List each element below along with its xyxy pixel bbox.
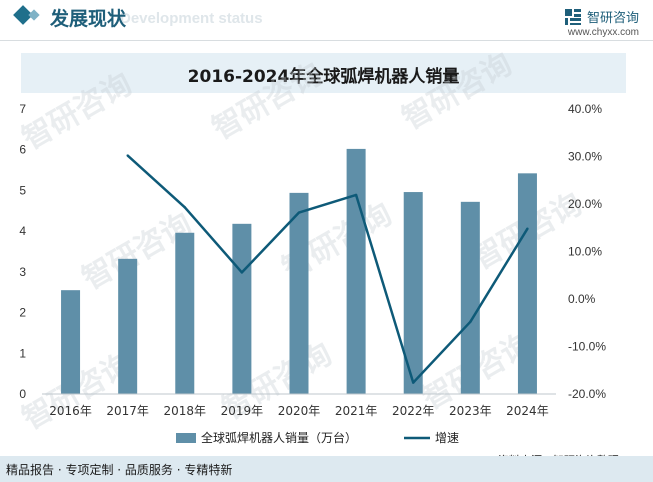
x-tick-label: 2017年 [106, 404, 149, 418]
watermark-text: 智研咨询 [207, 57, 328, 147]
right-tick-label: -20.0% [568, 387, 606, 401]
line-point [297, 211, 301, 214]
legend-bar-swatch [176, 433, 196, 443]
right-tick-label: 20.0% [568, 197, 602, 211]
right-tick-label: 30.0% [568, 150, 602, 164]
left-tick-label: 3 [19, 265, 26, 279]
line-point [354, 193, 358, 197]
section-title: 发展现状 [50, 8, 127, 30]
section-subtitle: Development status [120, 10, 263, 27]
watermark-text: 智研咨询 [17, 67, 138, 157]
bar [346, 148, 366, 394]
x-tick-label: 2021年 [335, 404, 378, 418]
bar [289, 192, 309, 394]
bar-series [61, 148, 537, 394]
bar [232, 223, 252, 394]
left-tick-label: 4 [19, 224, 26, 238]
header-divider [0, 40, 653, 41]
bar [403, 192, 423, 394]
left-tick-label: 0 [19, 387, 26, 401]
chart-title-bar: 2016-2024年全球弧焊机器人销量 [21, 53, 626, 93]
bar [61, 290, 81, 394]
left-tick-label: 7 [19, 102, 26, 116]
brand-logo-icon [564, 8, 581, 25]
page-footer: 精品报告 · 专项定制 · 品质服务 · 专精特新 [0, 456, 653, 482]
brand: 智研咨询 www.chyxx.com [564, 6, 639, 38]
legend-bar-label: 全球弧焊机器人销量（万台） [201, 430, 357, 445]
page-header: Development status 发展现状 智研咨询 www.chyxx.c… [0, 0, 653, 41]
line-point [183, 206, 186, 209]
left-tick-label: 5 [19, 183, 26, 197]
chart-title: 2016-2024年全球弧焊机器人销量 [187, 67, 460, 87]
line-point [126, 154, 129, 157]
growth-line [126, 154, 529, 384]
brand-name: 智研咨询 [586, 11, 639, 26]
left-tick-label: 2 [19, 306, 26, 320]
bar [517, 173, 537, 394]
x-tick-label: 2020年 [278, 404, 321, 418]
watermark-text: 智研咨询 [397, 47, 518, 137]
x-tick-label: 2018年 [164, 404, 207, 418]
legend-line-label: 增速 [435, 431, 459, 445]
bar [118, 258, 138, 394]
x-tick-label: 2023年 [449, 404, 492, 418]
x-tick-label: 2016年 [49, 404, 92, 418]
bar [460, 201, 480, 394]
right-tick-label: 0.0% [568, 292, 596, 306]
footer-text: 精品报告 · 专项定制 · 品质服务 · 专精特新 [6, 463, 233, 477]
right-tick-label: -10.0% [568, 340, 606, 354]
right-axis: -20.0% -10.0% 0.0% 10.0% 20.0% 30.0% 40.0% [568, 102, 606, 401]
right-tick-label: 40.0% [568, 102, 602, 116]
line-point [412, 381, 415, 384]
left-tick-label: 1 [19, 346, 26, 360]
legend: 全球弧焊机器人销量（万台） 增速 [176, 430, 459, 445]
x-tick-label: 2019年 [221, 404, 264, 418]
line-point [469, 320, 472, 323]
line-point [240, 271, 244, 274]
x-tick-label: 2022年 [392, 404, 435, 418]
bar [175, 232, 195, 394]
line-series [126, 154, 529, 384]
x-tick-label: 2024年 [506, 404, 549, 418]
line-point [526, 227, 529, 230]
x-axis: 2016年 2017年 2018年 2019年 2020年 2021年 2022年 2023年… [49, 404, 548, 418]
left-axis: 0 1 2 3 4 5 6 7 [19, 102, 26, 401]
left-tick-label: 6 [19, 143, 26, 157]
right-tick-label: 10.0% [568, 245, 602, 259]
brand-url: www.chyxx.com [567, 27, 639, 38]
